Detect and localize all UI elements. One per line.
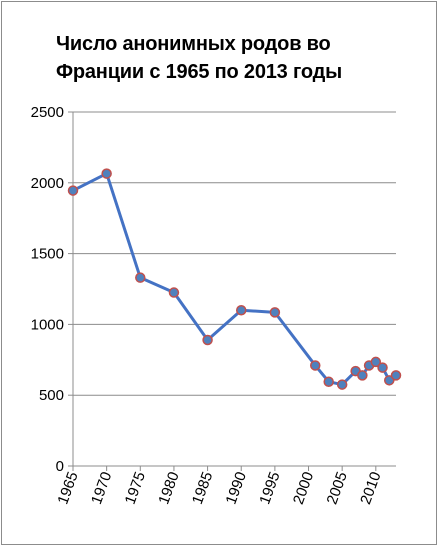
- x-tick-label-2000: 2000: [290, 470, 317, 507]
- y-tick-label-0: 0: [56, 458, 64, 475]
- chart-title: Число анонимных родов во Франции с 1965 …: [56, 33, 342, 83]
- data-point-2010: [370, 356, 382, 368]
- axes: [68, 111, 396, 471]
- data-series: [67, 168, 402, 390]
- data-point-1975: [135, 272, 146, 283]
- data-point-1965: [67, 185, 79, 196]
- data-point-1990: [235, 304, 247, 316]
- y-tick-label-2000: 2000: [31, 175, 64, 192]
- x-tick-label-1970: 1970: [88, 470, 115, 507]
- y-axis-tick-labels: 0 500 1000 1500 2000 2500: [31, 104, 64, 475]
- x-tick-label-1980: 1980: [155, 470, 182, 507]
- data-point-1970: [101, 168, 112, 179]
- series-line: [72, 172, 397, 387]
- y-tick-label-1500: 1500: [31, 246, 64, 263]
- gridlines: [73, 111, 396, 396]
- data-point-1995: [269, 307, 281, 318]
- x-tick-label-1985: 1985: [189, 470, 216, 507]
- x-tick-label-2005: 2005: [324, 470, 351, 507]
- x-tick-label-1990: 1990: [223, 470, 250, 507]
- data-point-1980: [168, 287, 180, 298]
- data-point-2013: [390, 370, 402, 381]
- data-point-2011: [377, 362, 388, 373]
- x-tick-label-1995: 1995: [256, 470, 283, 507]
- data-point-2008: [357, 370, 368, 381]
- x-tick-label-2010: 2010: [357, 470, 384, 507]
- x-tick-label-1965: 1965: [54, 470, 81, 507]
- data-point-2005: [336, 379, 348, 390]
- y-tick-label-500: 500: [39, 387, 64, 404]
- x-tick-label-1975: 1975: [122, 470, 149, 507]
- y-tick-label-2500: 2500: [31, 104, 64, 121]
- data-point-1985: [202, 334, 213, 346]
- x-axis-tick-labels: 1965 1970 1975 1980 1985 1990 1995 2000 2005 2010: [54, 470, 384, 507]
- data-point-2001: [310, 360, 321, 371]
- data-point-2003: [323, 376, 334, 387]
- y-tick-label-1000: 1000: [31, 316, 64, 333]
